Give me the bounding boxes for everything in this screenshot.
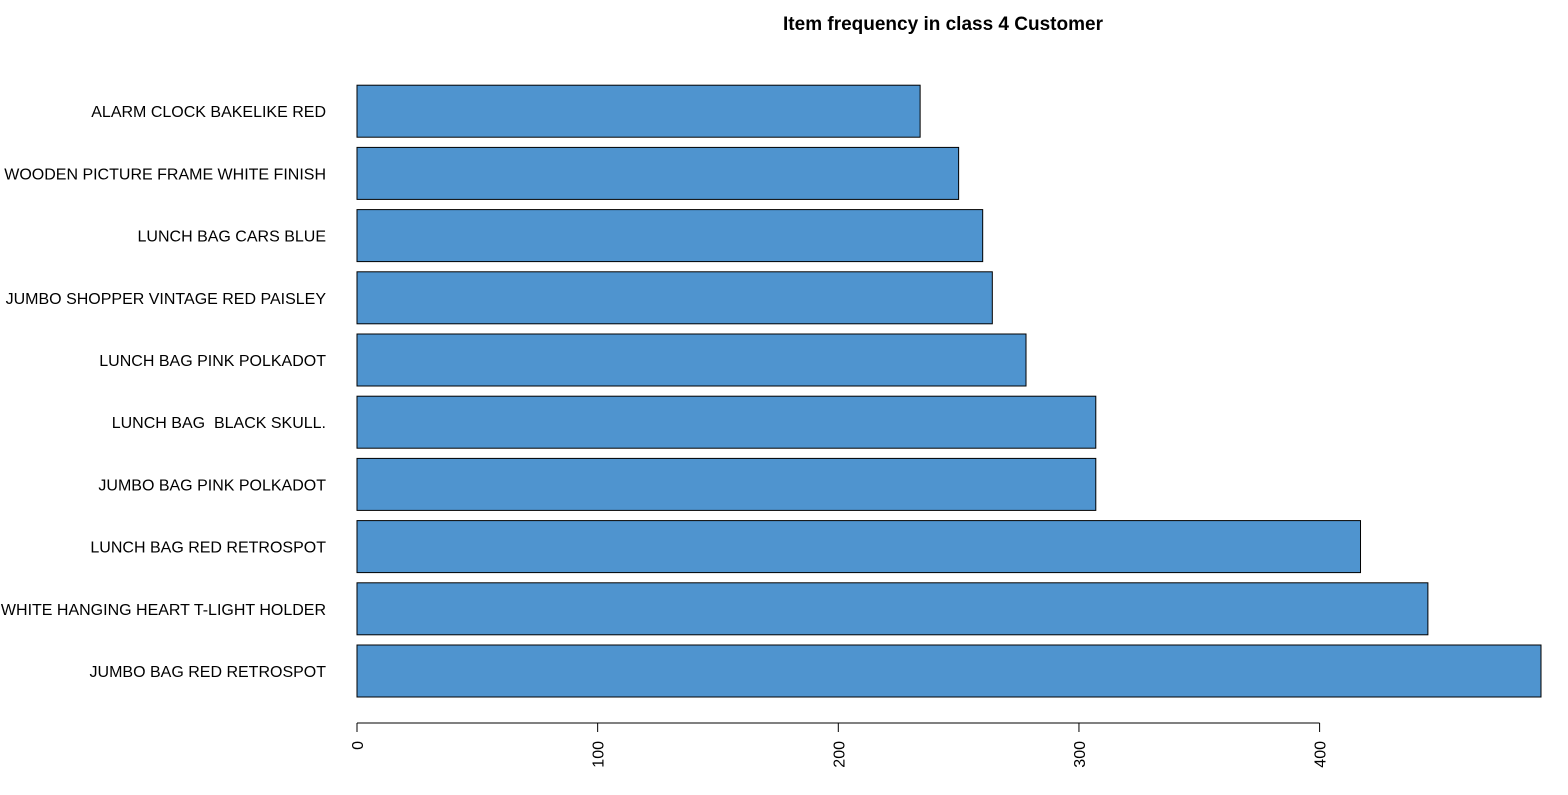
category-label: LUNCH BAG BLACK SKULL. <box>112 415 326 432</box>
x-tick-label: 200 <box>831 741 848 768</box>
category-label: JUMBO BAG RED RETROSPOT <box>90 664 327 681</box>
chart-title: Item frequency in class 4 Customer <box>783 14 1104 35</box>
bar <box>356 395 1097 449</box>
bar <box>356 582 1429 636</box>
category-label: LUNCH BAG RED RETROSPOT <box>90 540 326 557</box>
x-tick-label: 400 <box>1313 741 1330 768</box>
x-tick-label: 300 <box>1072 741 1089 768</box>
bar <box>356 520 1362 574</box>
bar <box>356 84 921 138</box>
x-tick-label: 0 <box>350 741 367 750</box>
bar <box>356 457 1097 511</box>
category-label: JUMBO BAG PINK POLKADOT <box>98 477 326 494</box>
x-tick-label: 100 <box>591 741 608 768</box>
category-label: JUMBO SHOPPER VINTAGE RED PAISLEY <box>6 291 327 308</box>
bars-group <box>356 84 1542 698</box>
bar <box>356 333 1027 387</box>
x-axis: 0 100 200 300 400 <box>350 722 1330 768</box>
bar <box>356 271 993 325</box>
category-label: LUNCH BAG CARS BLUE <box>138 229 327 246</box>
bar <box>356 146 960 200</box>
category-label: WHITE HANGING HEART T-LIGHT HOLDER <box>1 602 326 619</box>
category-label: ALARM CLOCK BAKELIKE RED <box>91 104 326 121</box>
category-label: WOODEN PICTURE FRAME WHITE FINISH <box>4 166 326 183</box>
bar <box>356 644 1542 698</box>
bar <box>356 209 984 263</box>
category-labels: JUMBO BAG RED RETROSPOT WHITE HANGING HEA… <box>1 104 326 681</box>
category-label: LUNCH BAG PINK POLKADOT <box>99 353 326 370</box>
